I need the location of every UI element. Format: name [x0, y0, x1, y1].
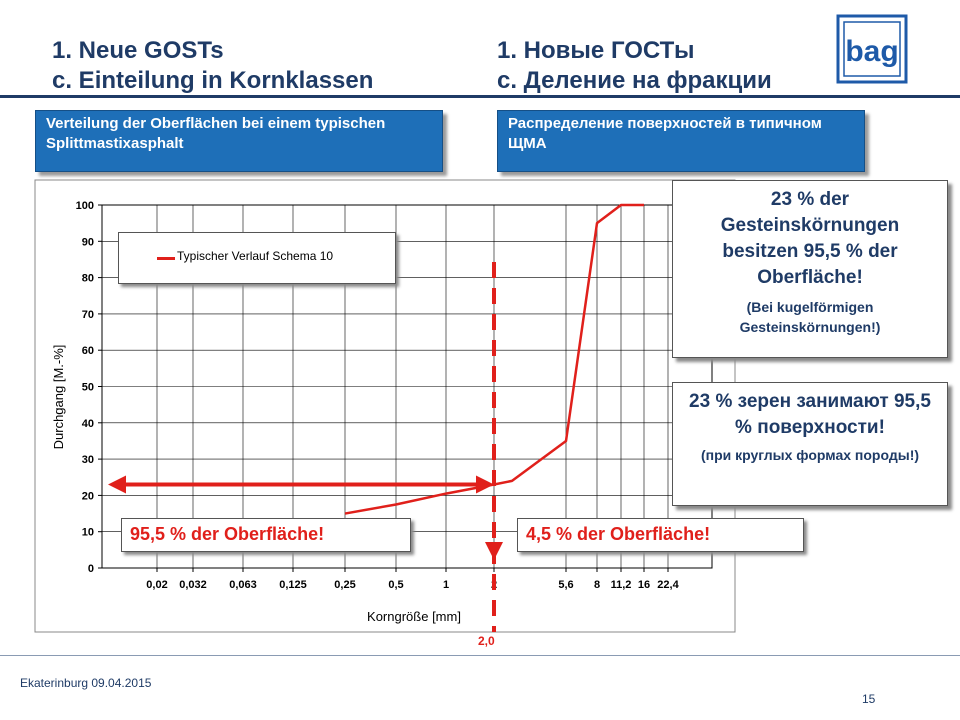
x-tick-label: 0,032: [179, 579, 207, 591]
arrow-head-right: [476, 475, 494, 494]
subtitle-de-text: Verteilung der Oberflächen bei einem typ…: [46, 115, 386, 152]
x-tick-label: 8: [594, 579, 600, 591]
x-tick-label: 0,25: [334, 579, 355, 591]
legend-swatch: [157, 257, 175, 260]
legend: Typischer Verlauf Schema 10: [118, 232, 396, 284]
x-tick-label: 0,125: [279, 579, 307, 591]
logo-text: bag: [845, 35, 898, 68]
arrow-head-left: [108, 475, 126, 494]
y-tick-label: 70: [82, 309, 94, 321]
y-tick-label: 20: [82, 490, 94, 502]
x-axis-label: Korngröße [mm]: [367, 609, 461, 624]
y-tick-label: 30: [82, 454, 94, 466]
label-left-surface: 95,5 % der Oberfläche!: [121, 518, 411, 552]
title-de-line1: 1. Neue GOSTs: [52, 37, 224, 64]
y-tick-label: 10: [82, 527, 94, 539]
header-divider: [0, 95, 960, 98]
title-ru-line2: с. Деление на фракции: [497, 67, 772, 94]
y-axis-label: Durchgang [M.-%]: [51, 345, 66, 450]
y-tick-label: 40: [82, 418, 94, 430]
y-tick-label: 0: [88, 563, 94, 575]
page-number: 15: [862, 692, 876, 706]
footer-place-date: Ekaterinburg 09.04.2015: [20, 676, 152, 690]
note-box-de: 23 % der Gesteinskörnungen besitzen 95,5…: [672, 180, 948, 358]
title-ru-line1: 1. Новые ГОСТы: [497, 37, 695, 64]
x-tick-label: 11,2: [611, 579, 632, 591]
y-tick-label: 80: [82, 273, 94, 285]
y-tick-label: 50: [82, 382, 94, 394]
series-line: [344, 203, 644, 515]
subtitle-box-ru: Распределение поверхностей в типичном ЩМ…: [497, 110, 865, 172]
subtitle-ru-text: Распределение поверхностей в типичном ЩМ…: [508, 115, 822, 152]
x-tick-label: 0,02: [146, 579, 167, 591]
marker-label: 2,0: [478, 634, 495, 648]
x-tick-label: 5,6: [558, 579, 573, 591]
x-tick-label: 0,063: [229, 579, 257, 591]
annotation-layer: [108, 262, 503, 632]
note-de-sub: (Bei kugelförmigen Gesteinskörnungen!): [739, 299, 881, 335]
y-tick-label: 100: [76, 200, 94, 212]
title-de-line2: c. Einteilung in Kornklassen: [52, 67, 374, 94]
y-tick-label: 90: [82, 236, 94, 248]
footer-divider: [0, 655, 960, 656]
x-tick-label: 16: [638, 579, 650, 591]
note-de-main: 23 % der Gesteinskörnungen besitzen 95,5…: [720, 189, 900, 288]
label-right-surface: 4,5 % der Oberfläche!: [517, 518, 804, 552]
y-tick-label: 60: [82, 345, 94, 357]
x-tick-label: 0,5: [388, 579, 403, 591]
series-layer: [344, 203, 644, 515]
note-ru-sub: (при круглых формах породы!): [700, 447, 920, 463]
x-tick-label: 1: [443, 579, 449, 591]
note-ru-main: 23 % зерен занимают 95,5 % поверхности!: [689, 391, 931, 438]
arrow-head-down: [485, 542, 503, 560]
x-axis: 0,020,0320,0630,1250,250,5125,6811,21622…: [146, 568, 680, 591]
bag-logo: bag: [836, 14, 908, 84]
x-tick-label: 22,4: [657, 579, 679, 591]
subtitle-box-de: Verteilung der Oberflächen bei einem typ…: [35, 110, 443, 172]
legend-label: Typischer Verlauf Schema 10: [177, 249, 334, 263]
y-axis: 0 10 20 30 40 50 60 70 80 90 100: [76, 200, 102, 575]
note-box-ru: 23 % зерен занимают 95,5 % поверхности! …: [672, 382, 948, 506]
